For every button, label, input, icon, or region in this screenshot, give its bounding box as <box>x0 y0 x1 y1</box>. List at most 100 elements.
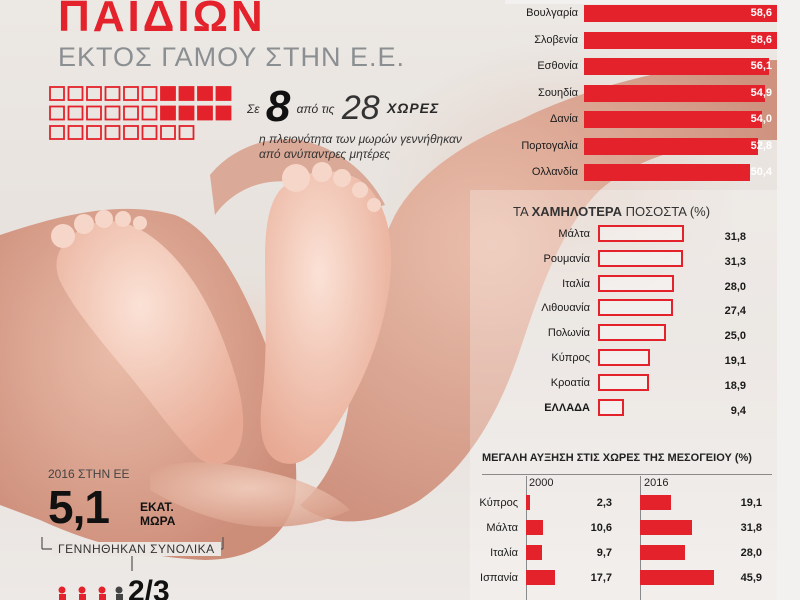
country-icon <box>178 125 195 140</box>
bar-2016 <box>640 495 671 510</box>
category-label: Ισπανία <box>480 572 518 584</box>
value-label: 56,1 <box>750 60 772 72</box>
country-icon-highlighted <box>160 86 176 101</box>
category-label: Μάλτα <box>558 228 590 240</box>
bar <box>598 373 650 391</box>
stat-desc-line2: από ανύπαντρες μητέρες <box>259 147 391 161</box>
bar-2000 <box>526 495 530 510</box>
bar <box>598 324 666 342</box>
value-label-2016: 31,8 <box>740 522 762 534</box>
country-icon <box>49 86 65 101</box>
category-label: Κύπρος <box>551 352 590 364</box>
value-label-2000: 10,6 <box>590 522 612 534</box>
country-icon <box>67 86 84 101</box>
countries-icon-grid <box>49 86 232 140</box>
category-label: Λιθουανία <box>541 302 590 315</box>
births-desc: ΓΕΝΝΗΘΗΚΑΝ ΣΥΝΟΛΙΚΑ <box>52 542 221 556</box>
bar <box>598 299 673 317</box>
value-label-2016: 19,1 <box>740 497 762 509</box>
bar-2016 <box>640 545 686 560</box>
category-label: Πολωνία <box>547 327 590 340</box>
country-icon <box>123 86 139 101</box>
value-label: 58,6 <box>750 7 772 19</box>
category-label: Ιταλία <box>562 277 590 290</box>
value-label: 54,0 <box>750 113 772 125</box>
country-icon <box>141 125 158 140</box>
stat-count: 8 <box>265 82 291 131</box>
bar <box>584 5 777 22</box>
category-label: Μάλτα <box>486 522 518 534</box>
value-label: 58,6 <box>750 33 772 46</box>
value-label: 9,4 <box>730 404 746 417</box>
stat-middle: από τις <box>296 102 335 116</box>
value-label-2000: 9,7 <box>596 547 612 559</box>
right-frame <box>777 0 800 600</box>
baby-icons <box>58 586 123 600</box>
country-icon-highlighted <box>160 105 176 121</box>
stat-total: 28 <box>341 89 380 127</box>
mediterranean-chart-title: ΜΕΓΑΛΗ ΑΥΞΗΣΗ ΣΤΙΣ ΧΩΡΕΣ ΤΗΣ ΜΕΣΟΓΕΙΟΥ (… <box>482 452 752 464</box>
bar-2000 <box>526 545 542 560</box>
bar-2016 <box>640 570 715 585</box>
axis-2016 <box>640 476 641 600</box>
country-icon <box>49 125 65 140</box>
series-label-2000: 2000 <box>529 477 554 489</box>
bar <box>584 137 758 155</box>
value-label: 18,9 <box>724 379 746 392</box>
category-label: Σλοβενία <box>534 33 578 46</box>
value-label-2000: 17,7 <box>590 572 612 584</box>
value-label-2000: 2,3 <box>596 497 612 509</box>
axis-baseline <box>482 474 772 475</box>
bar <box>584 111 762 128</box>
value-label: 52,8 <box>750 139 772 152</box>
country-icon-highlighted <box>215 105 232 121</box>
stat-desc-line1: η πλειονότητα των μωρών γεννήθηκαν <box>259 132 462 146</box>
value-label-2016: 28,0 <box>740 547 762 559</box>
stat-prefix: Σε <box>247 102 260 116</box>
births-value: 5,1 <box>48 481 110 533</box>
value-label: 31,8 <box>724 231 746 243</box>
births-fraction: 2/3 <box>128 575 170 600</box>
lowest-heading-prefix: ΤΑ <box>513 204 528 219</box>
country-icon <box>123 125 139 140</box>
births-unit-line2: ΜΩΡΑ <box>140 514 176 528</box>
bar <box>584 84 765 102</box>
country-icon <box>104 86 121 101</box>
bar <box>598 225 685 242</box>
page-subtitle: ΕΚΤΟΣ ΓΑΜΟΥ ΣΤΗΝ Ε.Ε. <box>58 42 405 72</box>
births-label: 2016 ΣΤΗΝ ΕΕ <box>48 467 130 481</box>
bar <box>584 164 750 181</box>
bar <box>598 398 624 416</box>
lowest-chart-heading: ΤΑ ΧΑΜΗΛΟΤΕΡΑ ΠΟΣΟΣΤΑ (%) <box>513 204 710 219</box>
bar-2000 <box>526 520 544 535</box>
country-icon <box>67 105 84 121</box>
country-icon <box>67 125 84 140</box>
bar <box>584 58 769 75</box>
bar <box>598 274 675 292</box>
category-label: Κύπρος <box>479 497 518 509</box>
bar <box>598 249 684 267</box>
country-icon <box>104 125 121 140</box>
value-label: 25,0 <box>724 330 746 343</box>
births-unit-line1: ΕΚΑΤ. <box>140 500 174 514</box>
country-icon <box>141 86 158 101</box>
country-icon <box>86 105 102 121</box>
top-frame <box>505 0 800 4</box>
axis-2000 <box>526 476 527 600</box>
country-icon-highlighted <box>197 86 213 101</box>
country-icon <box>160 125 176 140</box>
lowest-heading-suffix: ΠΟΣΟΣΤΑ (%) <box>625 204 711 219</box>
country-icon-highlighted <box>178 105 195 121</box>
lowest-heading-bold: ΧΑΜΗΛΟΤΕΡΑ <box>531 204 622 219</box>
value-label: 28,0 <box>724 280 746 293</box>
countries-stat: Σε 8 από τις 28 ΧΩΡΕΣ η πλειονότητα των … <box>247 82 507 162</box>
country-icon <box>104 105 121 121</box>
value-label: 50,4 <box>750 166 772 178</box>
bar-2016 <box>640 520 692 535</box>
category-label: Πορτογαλία <box>521 139 578 152</box>
category-label: Σουηδία <box>538 86 578 99</box>
country-icon-highlighted <box>197 105 213 121</box>
bar-2000 <box>526 570 555 585</box>
